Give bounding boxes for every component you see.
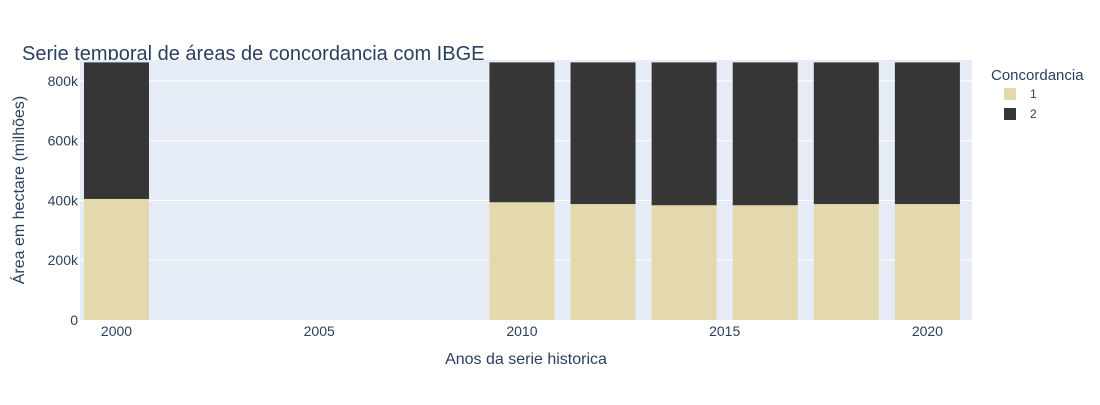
x-axis-ticks: 2000 2005 2010 2015 2020	[101, 323, 943, 339]
y-tick-label: 0	[70, 312, 78, 328]
bar-series-2-2020[interactable]	[894, 62, 960, 205]
bar-series-1-2016[interactable]	[732, 205, 798, 320]
bar-series-1-2012[interactable]	[570, 204, 636, 320]
bar-series-1-2020[interactable]	[894, 204, 960, 320]
legend-label-2[interactable]: 2	[1030, 107, 1037, 121]
bar-series-2-2018[interactable]	[813, 62, 879, 205]
legend: Concordancia 12	[991, 67, 1084, 121]
bar-series-2-2000[interactable]	[83, 62, 149, 199]
x-tick-label: 2010	[506, 323, 537, 339]
y-tick-label: 400k	[48, 192, 79, 208]
bar-series-2-2010[interactable]	[489, 62, 555, 203]
legend-swatch-1[interactable]	[1004, 88, 1016, 100]
legend-title: Concordancia	[991, 67, 1084, 84]
y-tick-label: 600k	[48, 133, 79, 149]
legend-items: 12	[1004, 87, 1037, 121]
bar-series-2-2014[interactable]	[651, 62, 717, 206]
bars	[83, 62, 960, 320]
legend-swatch-2[interactable]	[1004, 108, 1016, 120]
y-axis-ticks: 0 200k 400k 600k 800k	[48, 73, 79, 328]
y-axis-title: Área em hectare (milhões)	[9, 96, 28, 285]
x-tick-label: 2005	[304, 323, 335, 339]
chart-title: Serie temporal de áreas de concordancia …	[22, 43, 484, 65]
legend-label-1[interactable]: 1	[1030, 87, 1037, 101]
bar-series-1-2014[interactable]	[651, 205, 717, 320]
bar-series-1-2018[interactable]	[813, 204, 879, 320]
bar-series-2-2016[interactable]	[732, 62, 798, 206]
y-tick-label: 800k	[48, 73, 79, 89]
bar-series-1-2010[interactable]	[489, 202, 555, 320]
x-axis-title: Anos da serie historica	[445, 351, 607, 368]
bar-series-2-2012[interactable]	[570, 62, 636, 205]
bar-series-1-2000[interactable]	[83, 198, 149, 320]
x-tick-label: 2015	[709, 323, 740, 339]
x-tick-label: 2000	[101, 323, 132, 339]
x-tick-label: 2020	[912, 323, 943, 339]
y-tick-label: 200k	[48, 252, 79, 268]
